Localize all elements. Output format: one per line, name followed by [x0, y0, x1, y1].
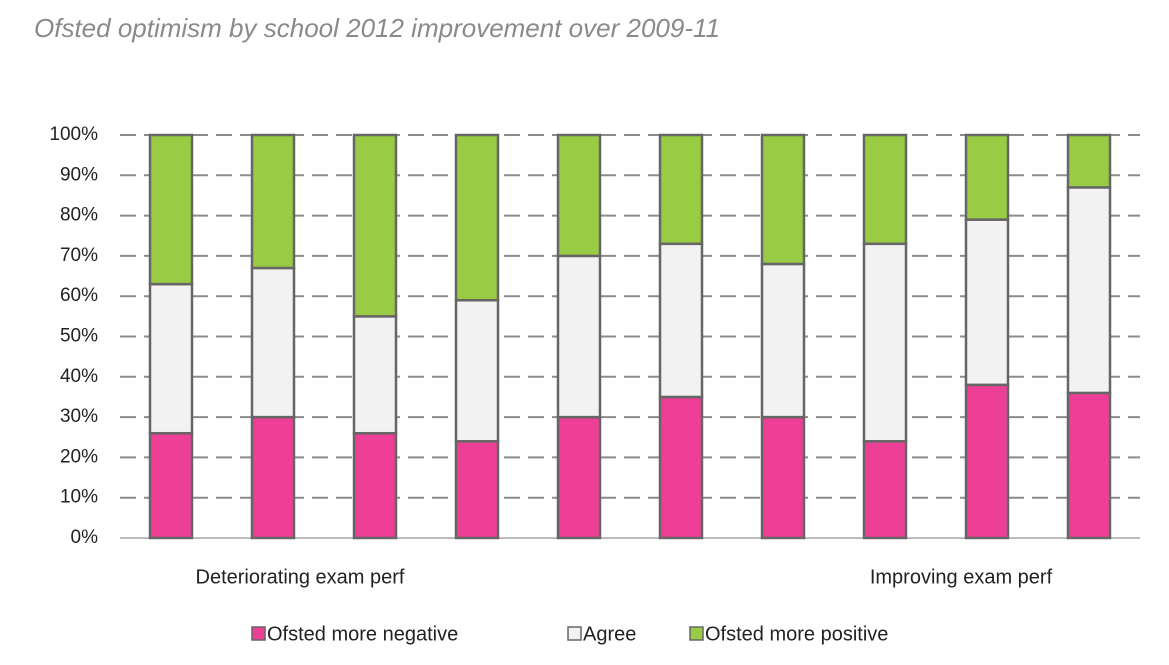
bar-segment [352, 315, 398, 435]
bar-segment [658, 395, 704, 540]
annotation: Improving exam perf [870, 566, 1053, 588]
bar-segment [250, 133, 296, 270]
legend-swatch [251, 626, 266, 641]
bar-segment [760, 262, 806, 419]
y-tick-label: 60% [60, 285, 98, 306]
bar-segment [148, 133, 194, 286]
bar-segment [454, 440, 500, 540]
y-tick-label: 50% [60, 326, 98, 347]
y-tick-label: 20% [60, 446, 98, 467]
bar-segment [148, 431, 194, 540]
bar-segment [760, 415, 806, 540]
y-tick-label: 70% [60, 245, 98, 266]
bar-segment [250, 266, 296, 419]
legend-swatch [689, 626, 704, 641]
bar-segment [658, 242, 704, 399]
bar-segment [454, 133, 500, 302]
annotation: Deteriorating exam perf [196, 566, 405, 588]
y-tick-label: 100% [49, 124, 98, 145]
y-tick-label: 10% [60, 487, 98, 508]
bar-segment [1066, 391, 1112, 540]
bar-segment [556, 415, 602, 540]
bar-segment [352, 431, 398, 540]
bar-segment [760, 133, 806, 266]
legend-label: Ofsted more positive [705, 623, 888, 645]
bar-segment [964, 133, 1010, 221]
bar-segment [964, 383, 1010, 540]
y-tick-label: 80% [60, 205, 98, 226]
chart-title: Ofsted optimism by school 2012 improveme… [34, 13, 720, 43]
legend-swatch [567, 626, 582, 641]
bar-segment [454, 298, 500, 443]
legend-label: Ofsted more negative [267, 623, 458, 645]
bar-segment [556, 133, 602, 258]
legend-label: Agree [583, 623, 636, 645]
bar-segment [556, 254, 602, 419]
y-tick-label: 40% [60, 366, 98, 387]
bar-segment [862, 242, 908, 443]
bar-segment [1066, 186, 1112, 395]
bar-segment [352, 133, 398, 318]
bar-segment [148, 282, 194, 435]
bar-segment [862, 440, 908, 540]
y-tick-label: 30% [60, 406, 98, 427]
bar-segment [964, 218, 1010, 387]
y-tick-label: 0% [71, 527, 99, 548]
bar-segment [250, 415, 296, 540]
bar-segment [862, 133, 908, 246]
y-tick-label: 90% [60, 164, 98, 185]
bar-segment [658, 133, 704, 246]
bar-segment [1066, 133, 1112, 189]
